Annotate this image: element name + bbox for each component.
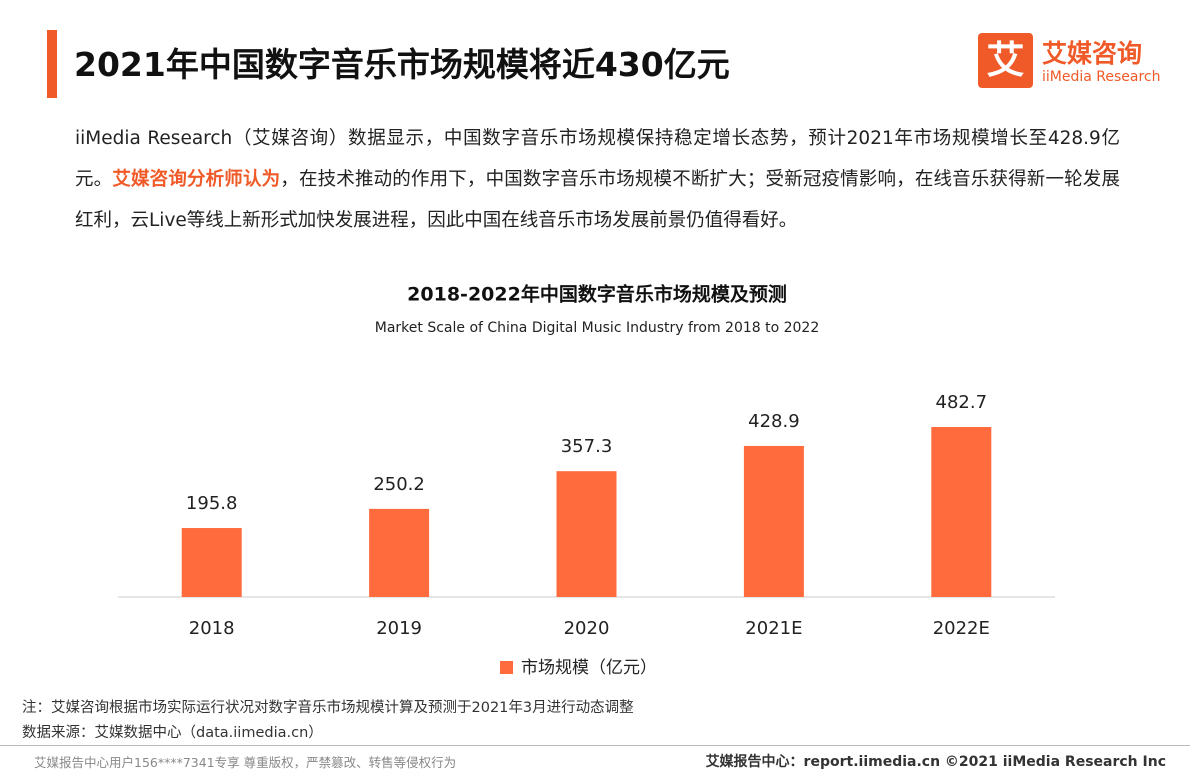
legend-label: 市场规模（亿元）: [521, 658, 657, 678]
source: 数据来源：艾媒数据中心（data.iimedia.cn）: [22, 725, 323, 741]
intro-text: iiMedia Research（艾媒咨询）数据显示，中国数字音乐市场规模保持稳…: [75, 128, 1120, 190]
value-label: 357.3: [561, 436, 613, 457]
bar: [743, 445, 804, 597]
note: 注：艾媒咨询根据市场实际运行状况对数字音乐市场规模计算及预测于2021年3月进行…: [22, 700, 634, 716]
value-label: 250.2: [373, 474, 425, 495]
bar: [181, 528, 242, 597]
chart-title: 2018-2022年中国数字音乐市场规模及预测: [407, 283, 787, 306]
page-title: 2021年中国数字音乐市场规模将近430亿元: [74, 45, 730, 84]
intro-highlight: 艾媒咨询分析师认为: [112, 169, 281, 190]
intro-text: ，在技术推动的作用下，中国数字音乐市场规模不断扩大；受新冠疫情影响，在线音乐获得…: [75, 169, 1120, 231]
value-label: 482.7: [936, 392, 988, 413]
footer-rule: [0, 745, 1190, 746]
x-tick-label: 2019: [376, 618, 422, 639]
logo-mark: 艾: [978, 33, 1033, 88]
bar: [931, 427, 992, 597]
x-tick-label: 2021E: [745, 618, 802, 639]
bar: [369, 508, 430, 597]
intro: iiMedia Research（艾媒咨询）数据显示，中国数字音乐市场规模保持稳…: [75, 118, 1120, 241]
chart-subtitle: Market Scale of China Digital Music Indu…: [375, 320, 820, 336]
chart: 2018-2022年中国数字音乐市场规模及预测 Market Scale of …: [118, 283, 1055, 678]
bar: [556, 471, 617, 597]
legend-swatch: [500, 661, 513, 674]
value-label: 428.9: [748, 411, 800, 432]
footer-right: 艾媒报告中心：report.iimedia.cn ©2021 iiMedia R…: [705, 754, 1166, 770]
x-tick-label: 2022E: [933, 618, 990, 639]
logo-sub: iiMedia Research: [1042, 69, 1161, 85]
footer-left: 艾媒报告中心用户156****7341专享 尊重版权，严禁篡改、转售等侵权行为: [34, 755, 457, 770]
logo-name: 艾媒咨询: [1042, 39, 1143, 68]
title-accent: [47, 30, 57, 98]
x-tick-label: 2020: [564, 618, 610, 639]
value-label: 195.8: [186, 493, 238, 514]
x-tick-label: 2018: [189, 618, 235, 639]
